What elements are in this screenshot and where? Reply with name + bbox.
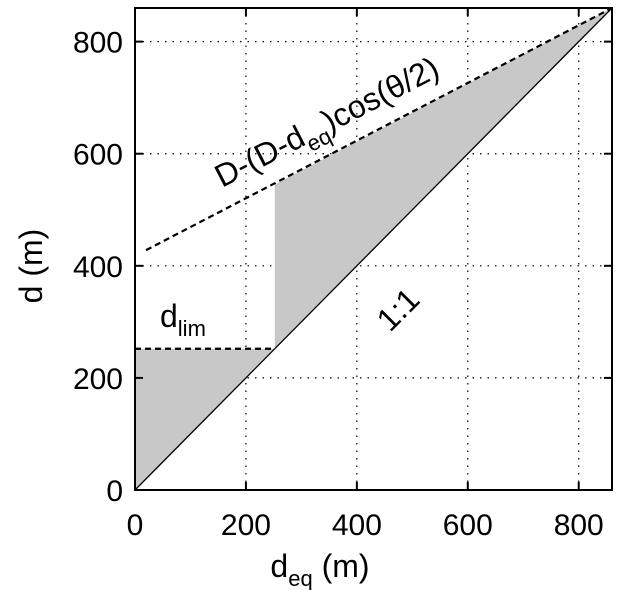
- dlim-label: dlim: [160, 298, 206, 341]
- series-line-2: [145, 7, 613, 252]
- x-tick-label: 400: [332, 509, 382, 542]
- x-tick-label: 0: [127, 509, 144, 542]
- y-tick-label: 0: [106, 475, 123, 508]
- y-axis-label: d (m): [13, 229, 49, 304]
- y-tick-label: 200: [73, 363, 123, 396]
- x-tick-label: 600: [443, 509, 493, 542]
- x-tick-label: 800: [554, 509, 604, 542]
- x-axis-label: deq (m): [270, 548, 369, 590]
- plot-frame: [134, 7, 613, 491]
- one-to-one-label: 1:1: [369, 281, 426, 338]
- y-tick-label: 800: [73, 27, 123, 60]
- x-tick-label: 200: [221, 509, 271, 542]
- series-line-1: [134, 7, 613, 491]
- y-tick-label: 600: [73, 139, 123, 172]
- axis-ticks: 0 200 400 600 800 0 200 400 600 800: [73, 8, 612, 542]
- series-lines: [134, 7, 613, 491]
- y-tick-label: 400: [73, 251, 123, 284]
